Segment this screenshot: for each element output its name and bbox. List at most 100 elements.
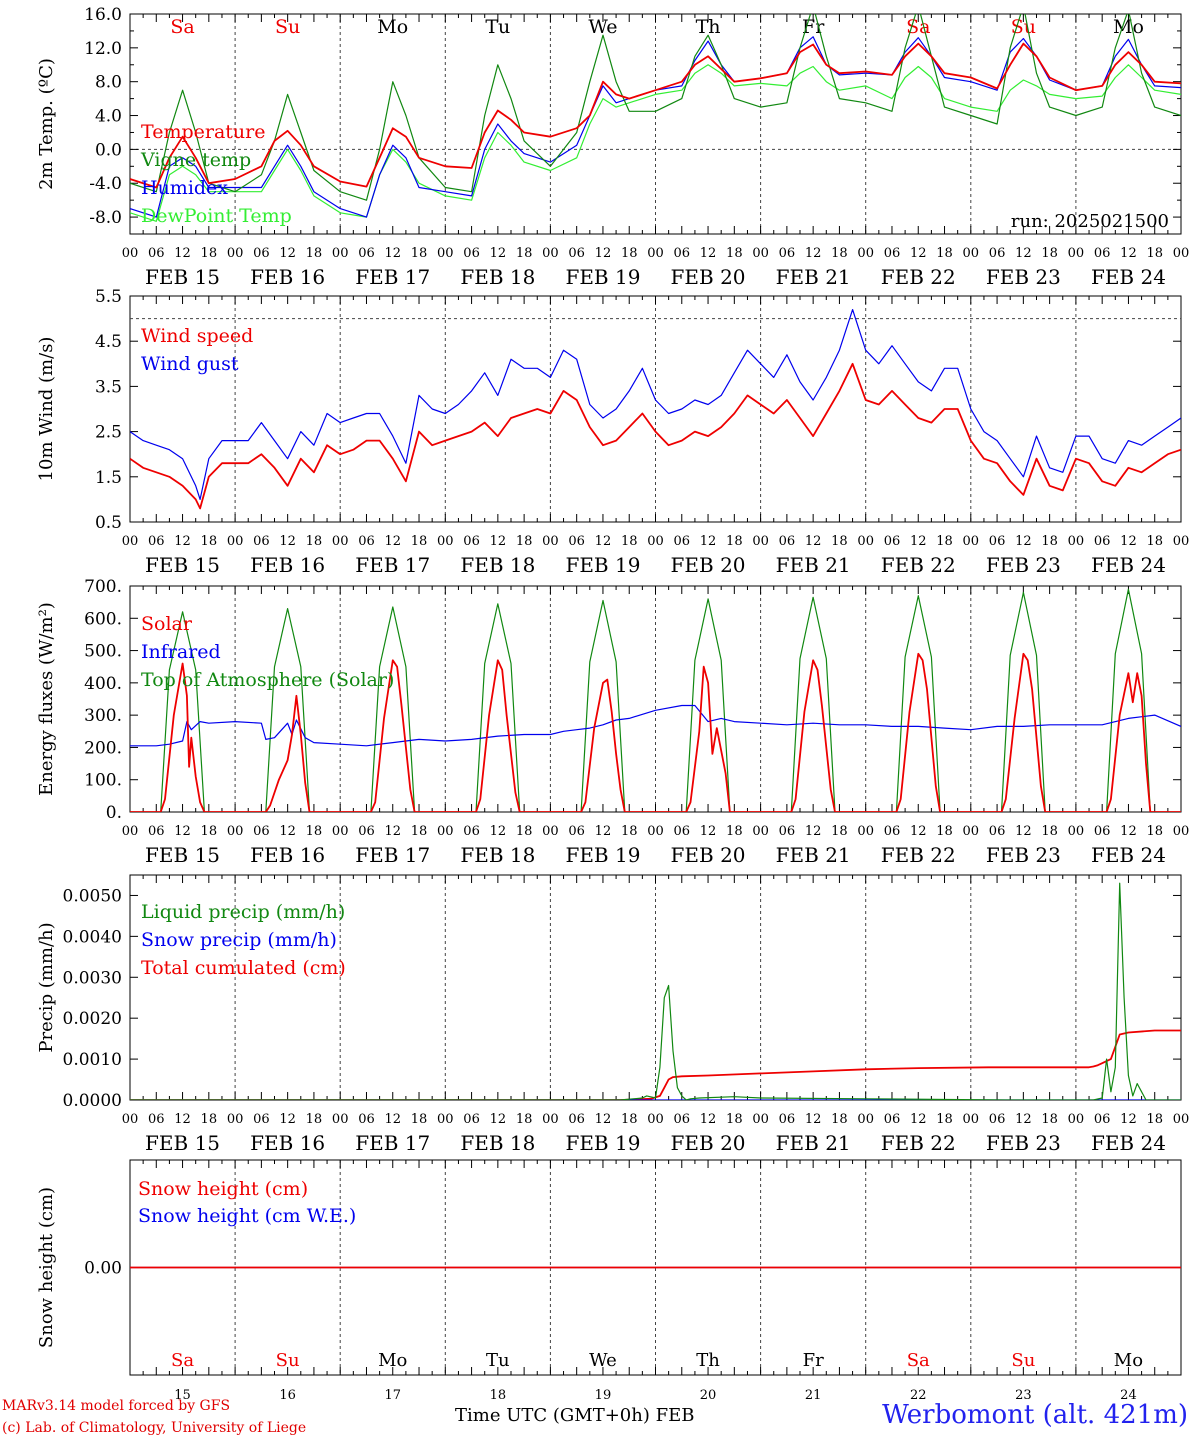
date-label: FEB 17	[355, 553, 430, 577]
date-label: FEB 18	[460, 553, 535, 577]
hour-tick-label: 00	[1068, 824, 1085, 839]
hour-tick-label: 00	[647, 1112, 664, 1127]
legend-entry: Top of Atmosphere (Solar)	[141, 669, 394, 691]
hour-tick-label: 12	[174, 824, 191, 839]
y-tick-label: 300.	[84, 706, 122, 726]
y-tick-label: 0.0040	[63, 927, 122, 947]
y-tick-label: 500.	[84, 642, 122, 662]
series-line-dewpoint-temp	[130, 64, 1181, 222]
weekday-label: Su	[275, 16, 300, 38]
date-label: FEB 18	[460, 265, 535, 289]
series-line-solar	[130, 652, 1181, 812]
series-line-vigne-temp	[130, 14, 1181, 201]
day-number-label: 19	[595, 1388, 612, 1403]
date-label: FEB 16	[250, 553, 325, 577]
date-label: FEB 19	[565, 553, 640, 577]
date-label: FEB 17	[355, 843, 430, 867]
weekday-label: Fr	[803, 1350, 824, 1371]
hour-tick-label: 12	[1120, 534, 1137, 549]
hour-tick-label: 06	[358, 824, 375, 839]
hour-tick-label: 18	[1041, 1112, 1058, 1127]
hour-tick-label: 12	[700, 534, 717, 549]
weekday-label: Mo	[1113, 16, 1144, 38]
y-tick-label: 12.0	[84, 39, 122, 59]
date-label: FEB 16	[250, 843, 325, 867]
hour-tick-label: 06	[463, 534, 480, 549]
hour-tick-label: 06	[989, 534, 1006, 549]
y-axis-title: Precip (mm/h)	[36, 922, 57, 1052]
hour-tick-label: 12	[174, 246, 191, 261]
hour-tick-label: 18	[306, 534, 323, 549]
date-label: FEB 24	[1091, 843, 1166, 867]
hour-tick-label: 18	[831, 534, 848, 549]
legend-entry: Liquid precip (mm/h)	[141, 901, 345, 923]
hour-tick-label: 12	[174, 534, 191, 549]
hour-tick-label: 06	[148, 1112, 165, 1127]
y-tick-label: 0.0030	[63, 968, 122, 988]
legend-entry: Snow height (cm)	[138, 1178, 308, 1200]
hour-tick-label: 06	[674, 246, 691, 261]
hour-tick-label: 12	[595, 824, 612, 839]
hour-tick-label: 06	[779, 534, 796, 549]
hour-tick-label: 18	[306, 824, 323, 839]
series-line-liquid-precip-mm-h	[130, 882, 1181, 1100]
weekday-label: Su	[1011, 1350, 1035, 1371]
hour-tick-label: 00	[542, 1112, 559, 1127]
hour-tick-label: 06	[568, 824, 585, 839]
hour-tick-label: 18	[1146, 824, 1163, 839]
hour-tick-label: 12	[1015, 534, 1032, 549]
y-tick-label: 100.	[84, 771, 122, 791]
hour-tick-label: 00	[332, 246, 349, 261]
hour-tick-label: 06	[358, 534, 375, 549]
hour-tick-label: 06	[989, 824, 1006, 839]
y-axis-title: 2m Temp. (ºC)	[36, 58, 57, 190]
hour-tick-label: 06	[148, 246, 165, 261]
hour-tick-label: 06	[1094, 534, 1111, 549]
y-tick-label: 0.0050	[63, 886, 122, 906]
legend-entry: DewPoint Temp	[141, 205, 292, 227]
hour-tick-label: 12	[910, 534, 927, 549]
hour-tick-label: 00	[122, 824, 139, 839]
hour-tick-label: 06	[674, 824, 691, 839]
weekday-label: Fr	[802, 16, 825, 38]
y-tick-label: 0.0010	[63, 1050, 122, 1070]
hour-tick-label: 12	[490, 534, 507, 549]
legend-entry: Vigne temp	[140, 149, 251, 171]
hour-tick-label: 18	[831, 246, 848, 261]
hour-tick-label: 00	[227, 534, 244, 549]
date-label: FEB 24	[1091, 265, 1166, 289]
legend-entry: Snow precip (mm/h)	[141, 929, 337, 951]
date-label: FEB 20	[671, 553, 746, 577]
hour-tick-label: 12	[490, 246, 507, 261]
legend-entry: Total cumulated (cm)	[141, 957, 346, 979]
hour-tick-label: 06	[568, 1112, 585, 1127]
run-annotation: run: 2025021500	[1011, 211, 1169, 232]
weekday-label: Mo	[1114, 1350, 1143, 1371]
hour-tick-label: 12	[384, 1112, 401, 1127]
hour-tick-label: 00	[752, 534, 769, 549]
legend-entry: Temperature	[141, 121, 265, 143]
panel-precip: 0.0000 0.0010 0.0020 0.0030 0.0040 0.0050 Prec…	[36, 874, 1190, 1155]
hour-tick-label: 06	[463, 824, 480, 839]
day-number-label: 23	[1015, 1388, 1032, 1403]
hour-tick-label: 00	[963, 1112, 980, 1127]
y-tick-label: 2.5	[95, 423, 122, 443]
hour-tick-label: 00	[122, 534, 139, 549]
hour-tick-label: 06	[1094, 246, 1111, 261]
day-number-label: 24	[1120, 1388, 1137, 1403]
y-axis-title: 10m Wind (m/s)	[36, 337, 57, 482]
hour-tick-label: 18	[1041, 824, 1058, 839]
y-tick-label: 700.	[84, 577, 122, 597]
hour-tick-label: 00	[1173, 246, 1190, 261]
hour-tick-label: 18	[411, 534, 428, 549]
hour-tick-label: 12	[1015, 824, 1032, 839]
panel-temperature: -8.0 -4.0 0.0 4.0 8.0 12.0 16.0 2m Temp. (ºC) 00…	[36, 5, 1189, 289]
hour-tick-label: 18	[936, 1112, 953, 1127]
hour-tick-label: 00	[963, 824, 980, 839]
hour-tick-label: 00	[227, 1112, 244, 1127]
hour-tick-label: 00	[857, 1112, 874, 1127]
hour-tick-label: 00	[1173, 1112, 1190, 1127]
date-label: FEB 21	[776, 265, 851, 289]
hour-tick-label: 00	[332, 534, 349, 549]
date-label: FEB 20	[671, 265, 746, 289]
